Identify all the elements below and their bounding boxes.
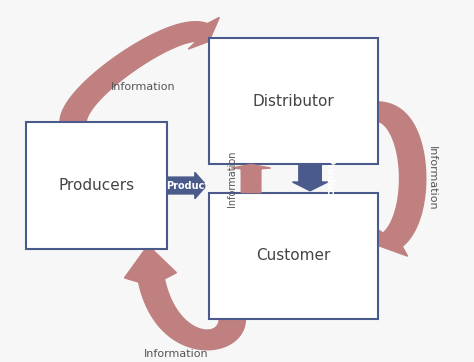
FancyBboxPatch shape bbox=[26, 122, 167, 249]
Text: Producers: Producers bbox=[58, 178, 135, 193]
Text: Customer: Customer bbox=[256, 248, 330, 263]
FancyBboxPatch shape bbox=[209, 193, 377, 319]
Text: Information: Information bbox=[111, 82, 176, 92]
Polygon shape bbox=[373, 102, 426, 256]
Text: Information: Information bbox=[228, 150, 237, 207]
Text: Product: Product bbox=[324, 157, 334, 200]
FancyArrow shape bbox=[167, 172, 207, 199]
Text: Information: Information bbox=[427, 146, 437, 211]
Polygon shape bbox=[125, 245, 246, 350]
Polygon shape bbox=[231, 164, 271, 193]
Text: Product: Product bbox=[166, 181, 210, 190]
FancyBboxPatch shape bbox=[209, 38, 377, 164]
Text: Information: Information bbox=[144, 349, 209, 359]
Text: Distributor: Distributor bbox=[252, 94, 334, 109]
FancyArrow shape bbox=[292, 164, 328, 191]
Polygon shape bbox=[60, 17, 219, 123]
